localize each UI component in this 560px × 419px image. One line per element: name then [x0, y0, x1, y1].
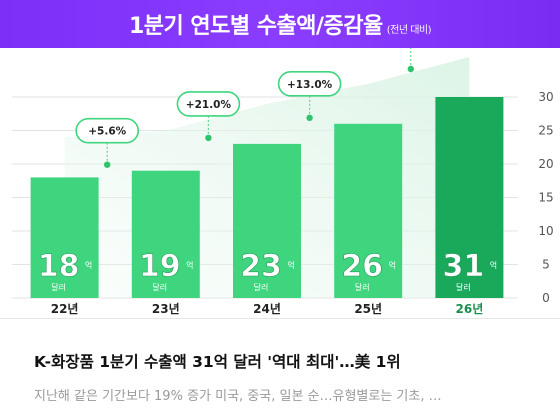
chart-title: 1분기 연도별 수출액/증감율 (전년 대비) — [128, 14, 432, 39]
growth-label: +21.0% — [186, 99, 232, 111]
bar-value-label: 23 — [240, 249, 282, 284]
bar-unit-label: 달러 — [51, 283, 66, 292]
x-tick-label: 23년 — [152, 302, 180, 316]
growth-label: +5.6% — [88, 126, 126, 138]
bar-unit-label: 억 — [490, 260, 497, 270]
article-summary: 지난해 같은 기간보다 19% 증가 미국, 중국, 일본 순…유형별로는 기초… — [34, 389, 442, 404]
callout-dot — [407, 65, 414, 73]
growth-callout-box — [277, 70, 342, 97]
article-headline[interactable]: K-화장품 1분기 수출액 31억 달러 '역대 최대'…美 1위 — [34, 353, 401, 371]
bar-value-label: 26 — [341, 249, 383, 284]
bar — [30, 177, 99, 298]
y-tick-label: 15 — [538, 191, 553, 205]
bar-unit-label: 억 — [85, 260, 92, 270]
bar — [334, 123, 403, 298]
growth-label: +13.0% — [287, 79, 333, 91]
y-tick-label: 20 — [538, 157, 553, 171]
bar — [233, 143, 301, 298]
growth-callout-box — [176, 91, 241, 117]
y-tick-label: 10 — [538, 224, 553, 238]
chart-banner: 1분기 연도별 수출액/증감율 (전년 대비) — [0, 0, 560, 48]
x-tick-label: 25년 — [354, 302, 382, 316]
callout-dot — [104, 161, 111, 168]
y-tick-label: 0 — [542, 291, 550, 305]
chart-subtitle: (전년 대비) — [386, 25, 432, 36]
bar-unit-label: 억 — [287, 260, 294, 270]
bar-value-label: 31 — [443, 249, 485, 284]
growth-callout-box — [75, 117, 139, 144]
callout-dot — [306, 114, 313, 122]
bar-unit-label: 달러 — [456, 283, 471, 292]
bar-value-label: 18 — [38, 249, 80, 284]
bar — [131, 170, 200, 298]
bar-unit-label: 달러 — [355, 283, 370, 292]
x-tick-label: 24년 — [253, 302, 281, 316]
bar — [435, 97, 504, 298]
y-tick-label: 30 — [538, 90, 553, 104]
chart-area: 18 억 달러 19 억 달러 23 억 달러 26 억 달러 31 억 달러 0 5 10 15 20 25 30 22… — [0, 22, 560, 318]
y-tick-label: 25 — [538, 124, 553, 138]
bar-value-label: 19 — [139, 249, 181, 284]
bar-unit-label: 억 — [186, 260, 193, 270]
x-tick-label: 22년 — [51, 302, 79, 316]
x-tick-label: 26년 — [456, 302, 484, 316]
callout-dot — [205, 134, 212, 142]
divider — [0, 318, 560, 319]
bar-unit-label: 억 — [389, 260, 396, 270]
bar-unit-label: 달러 — [254, 283, 269, 292]
bar-unit-label: 달러 — [152, 283, 167, 292]
y-tick-label: 5 — [542, 258, 550, 272]
